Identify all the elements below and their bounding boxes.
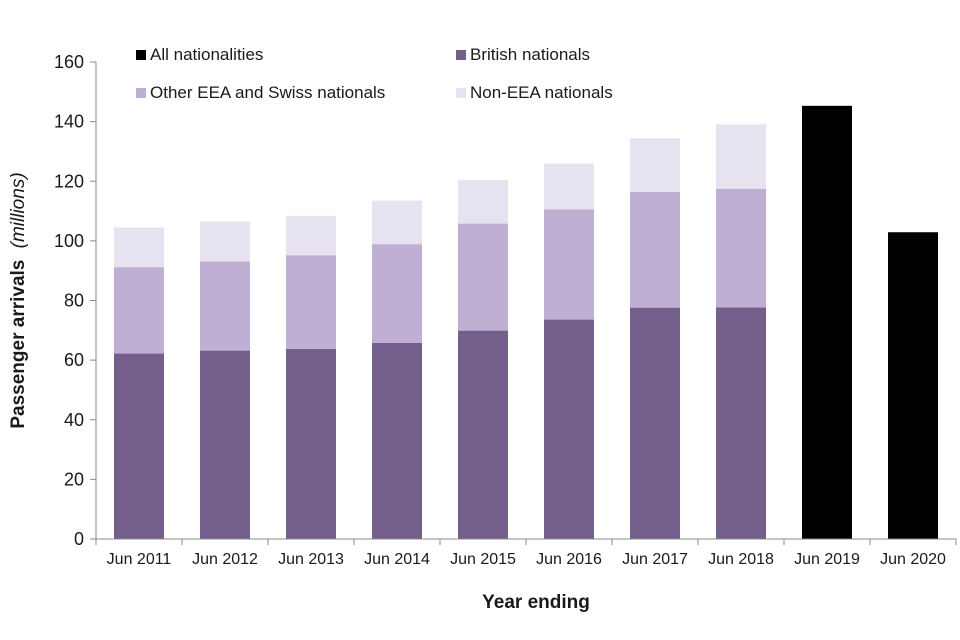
x-axis-label: Year ending <box>482 592 590 613</box>
bar-british-nationals <box>372 342 422 539</box>
bar-british-nationals <box>200 350 250 539</box>
bar-non-eea-nationals <box>630 138 680 192</box>
legend-label: Non-EEA nationals <box>470 83 613 102</box>
x-tick-label: Jun 2020 <box>880 551 946 568</box>
y-axis-label-unit: (millions) <box>8 172 29 248</box>
bars <box>114 105 938 539</box>
x-tick-label: Jun 2012 <box>192 551 258 568</box>
y-axis-label-main: Passenger arrivals <box>8 260 29 429</box>
y-axis-label: Passenger arrivals (millions) <box>8 172 29 428</box>
x-tick-label: Jun 2017 <box>622 551 688 568</box>
x-tick-label: Jun 2016 <box>536 551 602 568</box>
legend-swatch <box>136 50 146 60</box>
x-axis-ticks: Jun 2011 Jun 2012 Jun 2013 Jun 2014 Jun 2015… <box>95 539 957 568</box>
y-tick-label: 40 <box>64 410 84 430</box>
bar-british-nationals <box>114 353 164 539</box>
bar-non-eea-nationals <box>286 215 336 256</box>
bar-british-nationals <box>630 307 680 539</box>
bar-non-eea-nationals <box>544 163 594 210</box>
legend-label: British nationals <box>470 45 590 64</box>
y-tick-label: 140 <box>54 112 84 132</box>
y-tick-label: 0 <box>74 529 84 549</box>
bar-british-nationals <box>716 307 766 539</box>
bar-other-eea-and-swiss-nationals <box>458 223 508 331</box>
y-tick-label: 20 <box>64 469 84 489</box>
legend-swatch <box>456 88 466 98</box>
bar-other-eea-and-swiss-nationals <box>716 188 766 308</box>
bar-all-nationalities <box>888 232 938 539</box>
x-tick-label: Jun 2015 <box>450 551 516 568</box>
y-tick-label: 100 <box>54 231 84 251</box>
bar-other-eea-and-swiss-nationals <box>372 244 422 343</box>
x-tick-label: Jun 2013 <box>278 551 344 568</box>
bar-non-eea-nationals <box>114 227 164 268</box>
legend-label: Other EEA and Swiss nationals <box>150 83 385 102</box>
bar-other-eea-and-swiss-nationals <box>200 261 250 351</box>
legend-swatch <box>136 88 146 98</box>
x-tick-label: Jun 2018 <box>708 551 774 568</box>
bar-non-eea-nationals <box>200 221 250 262</box>
bar-non-eea-nationals <box>372 200 422 245</box>
x-tick-label: Jun 2014 <box>364 551 430 568</box>
bar-british-nationals <box>458 330 508 539</box>
x-tick-label: Jun 2019 <box>794 551 860 568</box>
y-tick-label: 60 <box>64 350 84 370</box>
bar-british-nationals <box>544 319 594 539</box>
y-tick-label: 80 <box>64 291 84 311</box>
bar-all-nationalities <box>802 105 852 539</box>
bar-non-eea-nationals <box>716 124 766 189</box>
bar-british-nationals <box>286 348 336 539</box>
bar-non-eea-nationals <box>458 180 508 224</box>
bar-other-eea-and-swiss-nationals <box>630 191 680 308</box>
legend-swatch <box>456 50 466 60</box>
bar-other-eea-and-swiss-nationals <box>544 209 594 320</box>
y-tick-label: 160 <box>54 52 84 72</box>
bar-other-eea-and-swiss-nationals <box>286 255 336 349</box>
y-axis-ticks: 0 20 40 60 80 100 120 140 160 <box>54 52 96 549</box>
x-tick-label: Jun 2011 <box>107 551 172 568</box>
y-tick-label: 120 <box>54 171 84 191</box>
legend: All nationalities British nationals Other … <box>136 45 613 102</box>
bar-other-eea-and-swiss-nationals <box>114 267 164 354</box>
legend-label: All nationalities <box>150 45 263 64</box>
